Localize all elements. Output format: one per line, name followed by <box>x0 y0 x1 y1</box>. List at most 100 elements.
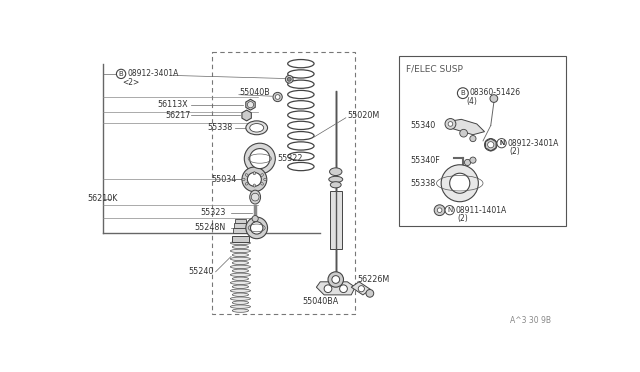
Circle shape <box>445 206 454 215</box>
Circle shape <box>248 102 253 108</box>
Circle shape <box>273 92 282 102</box>
Ellipse shape <box>250 190 260 204</box>
Ellipse shape <box>230 249 250 253</box>
Text: 55034: 55034 <box>212 175 237 184</box>
Text: 55020M: 55020M <box>348 111 380 120</box>
Text: 55323: 55323 <box>200 208 225 217</box>
Ellipse shape <box>230 257 250 260</box>
Ellipse shape <box>230 289 250 292</box>
Text: 55338: 55338 <box>410 179 435 188</box>
Bar <box>399 56 566 225</box>
Ellipse shape <box>232 245 248 248</box>
Ellipse shape <box>260 174 264 176</box>
Ellipse shape <box>330 168 342 176</box>
Bar <box>233 228 248 232</box>
Polygon shape <box>316 282 355 295</box>
Circle shape <box>488 142 494 148</box>
Text: (2): (2) <box>458 214 468 223</box>
Circle shape <box>497 139 506 148</box>
Circle shape <box>450 173 470 193</box>
Polygon shape <box>351 282 371 295</box>
Bar <box>234 223 246 228</box>
Text: 55340: 55340 <box>410 121 435 130</box>
Bar <box>232 235 249 242</box>
Ellipse shape <box>232 269 248 273</box>
Ellipse shape <box>232 301 248 304</box>
Text: B: B <box>460 90 465 96</box>
Circle shape <box>437 208 442 212</box>
Ellipse shape <box>232 309 248 312</box>
Ellipse shape <box>245 182 248 185</box>
Circle shape <box>242 167 267 192</box>
Ellipse shape <box>329 176 343 183</box>
Circle shape <box>250 222 263 234</box>
Bar <box>212 52 355 314</box>
Text: 56226M: 56226M <box>358 275 390 284</box>
Circle shape <box>116 69 125 78</box>
Circle shape <box>340 285 348 293</box>
Circle shape <box>250 148 270 169</box>
Circle shape <box>248 173 261 186</box>
Ellipse shape <box>242 178 245 180</box>
Polygon shape <box>246 99 255 110</box>
Circle shape <box>470 135 476 142</box>
Circle shape <box>490 95 498 102</box>
Ellipse shape <box>246 121 268 135</box>
Ellipse shape <box>232 293 248 296</box>
Ellipse shape <box>253 172 255 175</box>
Circle shape <box>445 119 456 129</box>
Circle shape <box>332 276 340 283</box>
Circle shape <box>246 217 268 239</box>
Circle shape <box>287 77 291 81</box>
Text: 56210K: 56210K <box>88 194 118 203</box>
Text: N: N <box>447 207 452 213</box>
Text: 55340F: 55340F <box>410 155 440 165</box>
Text: 08912-3401A: 08912-3401A <box>508 139 559 148</box>
Circle shape <box>366 289 374 297</box>
Circle shape <box>324 285 332 293</box>
Text: 55040BA: 55040BA <box>303 296 339 305</box>
Text: 55040B: 55040B <box>239 88 269 97</box>
Polygon shape <box>242 110 252 121</box>
Circle shape <box>465 159 470 166</box>
Circle shape <box>458 88 468 99</box>
Ellipse shape <box>230 265 250 269</box>
Ellipse shape <box>250 124 264 132</box>
Circle shape <box>441 165 478 202</box>
Text: 55240: 55240 <box>189 267 214 276</box>
Text: 08911-1401A: 08911-1401A <box>456 206 507 215</box>
Ellipse shape <box>330 182 341 188</box>
Polygon shape <box>485 139 496 151</box>
Bar <box>235 219 246 222</box>
Text: A^3 30 9B: A^3 30 9B <box>510 316 551 325</box>
Ellipse shape <box>232 261 248 264</box>
Circle shape <box>328 272 344 287</box>
Circle shape <box>252 216 259 222</box>
Polygon shape <box>447 119 484 135</box>
Text: 08360-51426: 08360-51426 <box>470 88 521 97</box>
Ellipse shape <box>232 277 248 280</box>
Circle shape <box>434 205 445 216</box>
Text: 08912-3401A: 08912-3401A <box>127 70 179 78</box>
Ellipse shape <box>230 273 250 276</box>
Text: (2): (2) <box>509 147 520 156</box>
Ellipse shape <box>230 241 250 245</box>
Circle shape <box>358 286 364 292</box>
Text: B: B <box>118 71 124 77</box>
Text: 55248N: 55248N <box>195 224 226 232</box>
Text: F/ELEC SUSP: F/ELEC SUSP <box>406 64 462 73</box>
Circle shape <box>448 122 452 126</box>
Circle shape <box>252 193 259 201</box>
Text: N: N <box>499 140 504 146</box>
Circle shape <box>470 157 476 163</box>
Text: 56113X: 56113X <box>157 100 188 109</box>
Bar <box>330 191 342 249</box>
Text: 55338: 55338 <box>208 123 233 132</box>
Ellipse shape <box>253 184 255 187</box>
Circle shape <box>244 143 275 174</box>
Ellipse shape <box>230 281 250 285</box>
Circle shape <box>285 76 293 83</box>
Ellipse shape <box>264 178 267 180</box>
Text: N: N <box>499 140 504 146</box>
Ellipse shape <box>230 305 250 308</box>
